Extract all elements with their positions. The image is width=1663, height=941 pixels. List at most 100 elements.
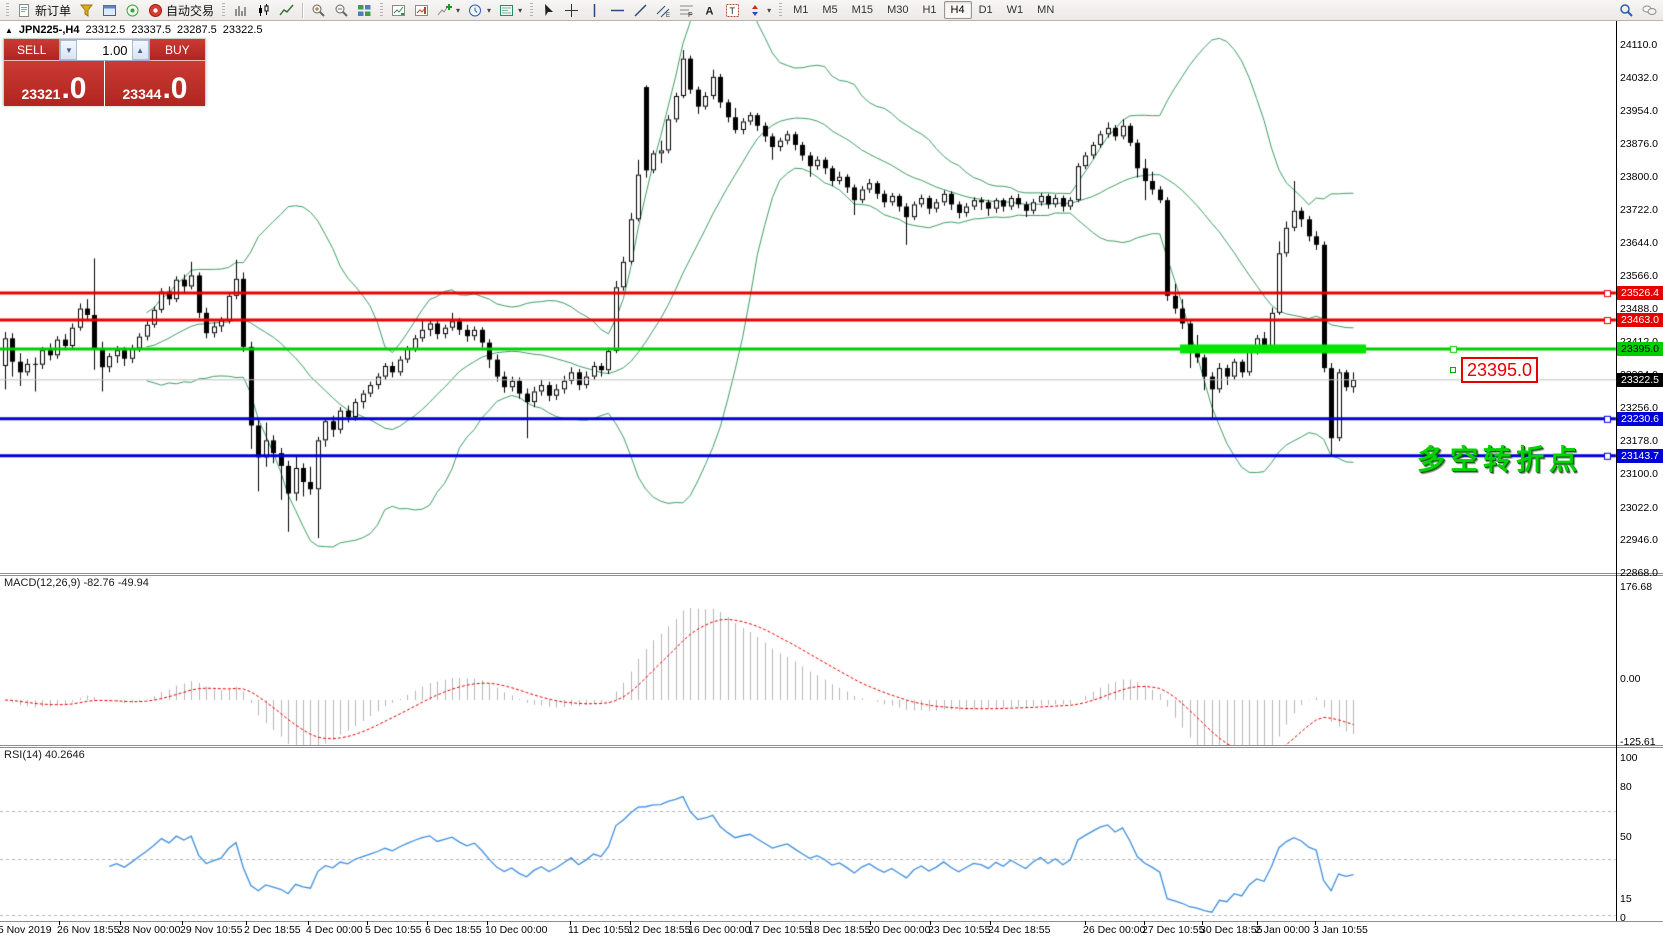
price-badge: 23463.0 <box>1617 313 1663 328</box>
sell-price-main: 23321 <box>21 86 61 102</box>
toolbar-button-label: 新订单 <box>35 3 72 18</box>
macd-scale-label: -125.61 <box>1620 736 1656 748</box>
crosshair-button[interactable] <box>560 1 583 19</box>
timeframe-mn-button[interactable]: MN <box>1037 4 1055 16</box>
macd-pane-canvas[interactable] <box>0 576 1663 745</box>
price-scale-label: 23800.0 <box>1620 170 1658 183</box>
time-tick <box>487 921 488 925</box>
pane-separator[interactable] <box>0 745 1663 748</box>
auto-scroll-button[interactable] <box>387 1 410 19</box>
volume-input[interactable]: 1.00 <box>102 42 128 58</box>
textA-icon: A <box>702 3 717 18</box>
volume-decrease-button[interactable]: ▼ <box>60 40 78 60</box>
zoom-out-button[interactable] <box>330 1 353 19</box>
rsi-scale-label: 80 <box>1620 781 1632 793</box>
time-axis-label: 17 Dec 10:55 <box>748 924 811 936</box>
timeframe-m15-button[interactable]: M15 <box>851 4 874 16</box>
toolbar-grip[interactable] <box>380 2 384 18</box>
sell-button[interactable]: SELL <box>4 39 60 61</box>
price-scale-label: 23178.0 <box>1620 435 1658 448</box>
time-axis-label: 3 Jan 10:55 <box>1313 924 1368 936</box>
pane-separator[interactable] <box>0 573 1663 576</box>
svg-text:E: E <box>666 13 670 18</box>
time-tick <box>870 921 871 925</box>
indicators-button[interactable]: ▾ <box>433 1 464 19</box>
chart-shift-button[interactable] <box>75 1 98 19</box>
trendline-button[interactable] <box>629 1 652 19</box>
toolbar-grip[interactable] <box>530 2 534 18</box>
time-tick <box>246 921 247 925</box>
market-watch-button[interactable] <box>98 1 121 19</box>
timeframe-m1-button[interactable]: M1 <box>793 4 809 16</box>
price-badge: 23230.6 <box>1617 411 1663 426</box>
price-scale-label: 23722.0 <box>1620 203 1658 216</box>
turning-point-annotation[interactable]: 多空转折点 <box>1417 444 1583 475</box>
zoom-in-button[interactable] <box>307 1 330 19</box>
timeframe-w1-button[interactable]: W1 <box>1006 4 1024 16</box>
text-label-button[interactable]: T <box>721 1 744 19</box>
timeframe-m5-button[interactable]: M5 <box>822 4 838 16</box>
time-axis-label: 18 Dec 18:55 <box>808 924 871 936</box>
auto-trading-button[interactable]: 自动交易 <box>144 1 218 19</box>
time-tick <box>690 921 691 925</box>
symbol-ohlc-bar: ▲ JPN225-,H4 23312.5 23337.5 23287.5 233… <box>5 24 263 36</box>
cursor-button[interactable] <box>537 1 560 19</box>
callout-line-marker[interactable] <box>1450 367 1456 373</box>
tiles-icon <box>357 3 372 18</box>
text-button[interactable]: A <box>698 1 721 19</box>
buy-button[interactable]: BUY <box>149 39 205 61</box>
time-axis-label: 12 Dec 18:55 <box>628 924 691 936</box>
toolbar-grip[interactable] <box>6 2 9 18</box>
price-callout-23395[interactable]: 23395.0 <box>1461 357 1539 383</box>
timeframe-m30-button[interactable]: M30 <box>887 4 909 16</box>
time-axis-label: 28 Nov 00:00 <box>118 924 181 936</box>
toolbar-button-label: 自动交易 <box>166 3 215 18</box>
volume-increase-button[interactable]: ▲ <box>131 40 149 60</box>
templates-button[interactable]: ▾ <box>495 1 526 19</box>
buy-price[interactable]: 23344 .0 <box>104 61 205 106</box>
bars-icon <box>233 3 248 18</box>
chat-icon <box>1642 3 1657 18</box>
signals-button[interactable] <box>121 1 144 19</box>
toolbar-grip[interactable] <box>779 2 783 18</box>
equidistant-channel-button[interactable]: E <box>652 1 675 19</box>
line-chart-button[interactable] <box>275 1 298 19</box>
zoomout-icon <box>334 3 349 18</box>
candlestick-chart-button[interactable] <box>252 1 275 19</box>
time-axis-label: 26 Nov 18:55 <box>57 924 120 936</box>
price-scale-label: 24110.0 <box>1620 39 1658 51</box>
horizontal-line-button[interactable] <box>606 1 629 19</box>
chat-button[interactable] <box>1638 1 1661 19</box>
price-scale-label: 23100.0 <box>1620 468 1658 481</box>
timeframe-h4-button[interactable]: H4 <box>943 1 972 19</box>
time-axis-label: 29 Nov 10:55 <box>180 924 243 936</box>
tline-icon <box>633 3 648 18</box>
timeframe-d1-button[interactable]: D1 <box>978 4 993 16</box>
price-badge: 23395.0 <box>1617 341 1663 356</box>
profile-icon <box>391 3 406 18</box>
vertical-line-button[interactable] <box>583 1 606 19</box>
search-button[interactable] <box>1615 1 1638 19</box>
rsi-pane-canvas[interactable] <box>0 748 1663 921</box>
bar-chart-button[interactable] <box>229 1 252 19</box>
fibonacci-button[interactable]: F <box>675 1 698 19</box>
time-axis-label: 2 Dec 18:55 <box>244 924 301 936</box>
low-value: 23287.5 <box>177 24 217 36</box>
textT-icon: T <box>725 3 740 18</box>
new-order-button[interactable]: 新订单 <box>13 1 75 19</box>
chart-shift-end-button[interactable] <box>410 1 433 19</box>
tile-windows-button[interactable] <box>353 1 376 19</box>
arrows-button[interactable]: ▾ <box>744 1 775 19</box>
funnel-icon <box>79 3 94 18</box>
main-chart-canvas[interactable] <box>0 21 1663 573</box>
sell-price[interactable]: 23321 .0 <box>4 61 104 106</box>
template-icon <box>499 3 514 18</box>
price-badge: 23143.7 <box>1617 448 1663 463</box>
auto-icon <box>148 3 163 18</box>
svg-text:T: T <box>730 6 736 16</box>
chevron-down-icon: ▾ <box>767 5 772 15</box>
periods-button[interactable]: ▾ <box>464 1 495 19</box>
timeframe-h1-button[interactable]: H1 <box>922 4 937 16</box>
collapse-icon[interactable]: ▲ <box>5 25 13 35</box>
toolbar-grip[interactable] <box>222 2 226 18</box>
